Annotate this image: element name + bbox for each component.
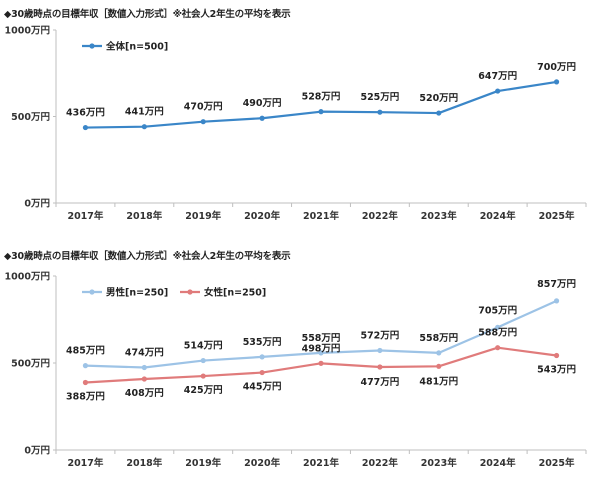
data-label: 477万円 [360, 377, 399, 388]
data-point [318, 109, 324, 115]
x-tick-label: 2019年 [185, 210, 221, 222]
data-label: 388万円 [66, 391, 105, 402]
data-point [82, 124, 89, 131]
data-point [495, 345, 501, 351]
data-point [377, 109, 383, 115]
data-point [436, 350, 442, 356]
data-label: 528万円 [302, 92, 341, 103]
data-label: 408万円 [125, 388, 164, 399]
data-label: 474万円 [125, 348, 164, 359]
data-point [318, 360, 324, 366]
x-tick-label: 2023年 [421, 457, 457, 469]
chart-title: ◆30歳時点の目標年収［数値入力形式］※社会人2年生の平均を表示 [4, 251, 291, 262]
y-tick-label: 0万円 [24, 199, 50, 210]
data-point [200, 119, 206, 125]
legend-label: 女性[n=250] [204, 287, 266, 299]
data-label: 514万円 [184, 341, 223, 352]
y-tick-label: 0万円 [24, 446, 50, 457]
data-label: 436万円 [66, 108, 105, 119]
data-label: 520万円 [419, 93, 458, 104]
y-tick-label: 1000万円 [5, 272, 50, 283]
legend-swatch-marker [187, 289, 193, 295]
data-label: 470万円 [184, 102, 223, 113]
legend-swatch-marker [89, 289, 95, 295]
data-label: 857万円 [537, 279, 576, 290]
y-tick-label: 500万円 [11, 112, 50, 123]
x-tick-label: 2018年 [126, 457, 162, 469]
data-point [436, 110, 442, 116]
data-label: 425万円 [184, 385, 223, 396]
x-tick-label: 2017年 [67, 457, 103, 469]
data-label: 485万円 [66, 346, 105, 357]
data-label: 481万円 [419, 376, 458, 387]
data-point [82, 363, 89, 369]
x-tick-label: 2021年 [303, 457, 339, 469]
y-tick-label: 500万円 [11, 359, 50, 370]
data-point [200, 357, 206, 364]
x-tick-label: 2024年 [480, 457, 516, 469]
data-point [553, 79, 560, 85]
data-label: 558万円 [419, 333, 458, 344]
data-point [495, 88, 501, 94]
x-tick-label: 2021年 [303, 210, 339, 222]
data-point [82, 379, 89, 386]
x-tick-label: 2024年 [480, 210, 516, 222]
data-label: 490万円 [243, 98, 282, 109]
y-tick-label: 1000万円 [5, 26, 50, 37]
x-tick-label: 2020年 [244, 210, 280, 222]
data-point [141, 124, 147, 130]
x-tick-label: 2019年 [185, 457, 221, 469]
data-point [553, 352, 560, 359]
chart-title: ◆30歳時点の目標年収［数値入力形式］※社会人2年生の平均を表示 [4, 9, 291, 20]
data-point [495, 324, 501, 330]
line-chart-overall: 0万円 500万円 1000万円 2017年 2018年 2019年 2020年 2021年 2… [5, 26, 587, 222]
data-point [259, 369, 265, 376]
x-tick-label: 2017年 [67, 210, 103, 222]
x-tick-label: 2025年 [539, 210, 575, 222]
series-line [85, 80, 557, 129]
data-label: 572万円 [360, 330, 399, 341]
legend-label: 男性[n=250] [106, 287, 168, 299]
data-label: 705万円 [478, 305, 517, 316]
data-label: 498万円 [302, 343, 341, 354]
data-label: 700万円 [537, 62, 576, 73]
data-point [553, 298, 560, 304]
data-label: 543万円 [537, 365, 576, 376]
data-point [318, 350, 324, 356]
x-tick-label: 2023年 [421, 210, 457, 222]
x-tick-label: 2022年 [362, 457, 398, 469]
legend-swatch-marker [89, 43, 95, 49]
x-tick-label: 2020年 [244, 457, 280, 469]
x-tick-label: 2025年 [539, 457, 575, 469]
legend-label: 全体[n=500] [105, 41, 168, 53]
data-label: 525万円 [360, 92, 399, 103]
data-point [377, 347, 383, 354]
data-point [436, 363, 442, 369]
data-label: 441万円 [125, 107, 164, 118]
data-label: 588万円 [478, 328, 517, 339]
data-point [141, 376, 147, 382]
data-point [259, 115, 265, 121]
data-point [259, 354, 265, 360]
x-tick-label: 2018年 [126, 210, 162, 222]
data-point [200, 373, 206, 379]
x-tick-label: 2022年 [362, 210, 398, 222]
data-label: 535万円 [243, 337, 282, 348]
line-chart-by-gender: 0万円 500万円 1000万円 2017年 2018年 2019年 2020年 2021年 2… [5, 272, 587, 469]
data-label: 558万円 [302, 333, 341, 344]
data-label: 445万円 [243, 382, 282, 393]
data-point [141, 364, 147, 371]
data-point [377, 364, 383, 370]
data-label: 647万円 [478, 71, 517, 82]
